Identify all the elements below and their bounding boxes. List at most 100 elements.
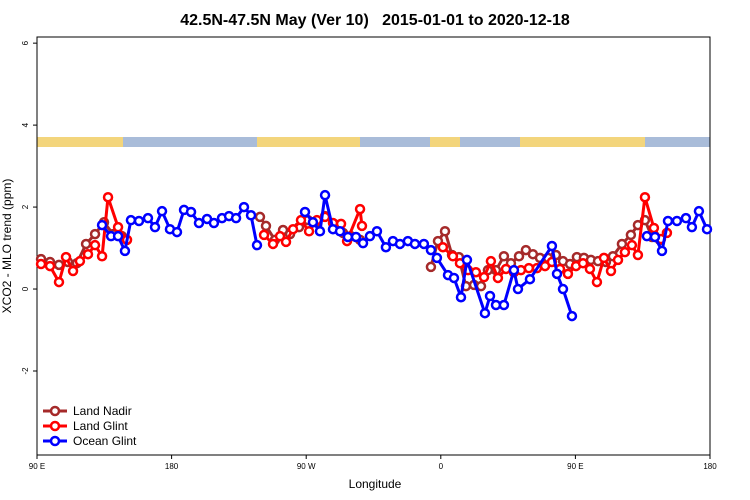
data-point: [649, 231, 661, 243]
plot-frame: [36, 36, 711, 456]
data-point: [498, 250, 510, 262]
data-point: [524, 273, 536, 285]
data-point: [551, 268, 563, 280]
x-tick-label: 180: [703, 462, 717, 471]
legend-label: Ocean Glint: [73, 434, 137, 448]
data-point: [616, 238, 628, 250]
data-point: [680, 212, 692, 224]
data-point: [632, 249, 644, 261]
data-point: [208, 217, 220, 229]
data-point: [591, 276, 603, 288]
data-point: [577, 257, 589, 269]
data-point: [82, 248, 94, 260]
data-point: [171, 226, 183, 238]
data-point: [142, 212, 154, 224]
data-point: [274, 230, 286, 242]
data-point: [314, 225, 326, 237]
data-point: [605, 265, 617, 277]
data-point: [354, 203, 366, 215]
data-point: [303, 225, 315, 237]
data-point: [156, 205, 168, 217]
legend-marker: [49, 405, 61, 417]
data-point: [307, 216, 319, 228]
data-point: [319, 189, 331, 201]
data-point: [133, 215, 145, 227]
data-point: [508, 264, 520, 276]
data-point: [67, 265, 79, 277]
x-axis-label: Longitude: [349, 477, 402, 491]
legend-marker: [49, 435, 61, 447]
data-point: [260, 220, 272, 232]
data-point: [258, 229, 270, 241]
data-point: [149, 221, 161, 233]
legend-label: Land Nadir: [73, 404, 132, 418]
y-tick-label: 6: [21, 40, 30, 45]
data-point: [455, 291, 467, 303]
data-point: [119, 245, 131, 257]
data-point: [53, 276, 65, 288]
data-point: [112, 230, 124, 242]
data-point: [254, 211, 266, 223]
data-point: [701, 223, 713, 235]
data-point: [448, 272, 460, 284]
data-point: [295, 214, 307, 226]
data-point: [267, 238, 279, 250]
data-point: [112, 221, 124, 233]
data-point: [478, 271, 490, 283]
data-point: [626, 239, 638, 251]
chart-title: 42.5N-47.5N May (Ver 10) 2015-01-01 to 2…: [180, 12, 570, 29]
data-point: [342, 231, 354, 243]
data-point: [656, 245, 668, 257]
data-point: [557, 283, 569, 295]
data-point: [513, 250, 525, 262]
x-tick-label: 90 W: [297, 462, 316, 471]
land-ocean-strip: [37, 137, 710, 147]
data-point: [425, 244, 437, 256]
data-point: [89, 239, 101, 251]
y-axis-label: XCO2 - MLO trend (ppm): [0, 179, 14, 314]
data-point: [364, 230, 376, 242]
data-point: [280, 236, 292, 248]
data-point: [447, 250, 459, 262]
data-point: [251, 239, 263, 251]
data-point: [437, 241, 449, 253]
data-point: [523, 262, 535, 274]
data-point: [44, 260, 56, 272]
data-point: [89, 228, 101, 240]
data-point: [492, 272, 504, 284]
data-point: [380, 241, 392, 253]
data-point: [546, 240, 558, 252]
data-point: [185, 206, 197, 218]
data-point: [562, 268, 574, 280]
data-point: [35, 258, 47, 270]
data-point: [619, 246, 631, 258]
data-point: [625, 229, 637, 241]
data-point: [662, 215, 674, 227]
data-point: [74, 255, 86, 267]
data-point: [245, 210, 257, 221]
data-point: [96, 250, 108, 262]
y-tick-label: 2: [21, 204, 30, 209]
y-tick-label: 4: [21, 122, 30, 127]
data-point: [431, 252, 443, 264]
data-point: [671, 215, 683, 227]
data-point: [479, 307, 491, 319]
data-point: [639, 191, 651, 203]
data-point: [125, 214, 137, 226]
legend-marker: [49, 420, 61, 432]
data-point: [686, 221, 698, 233]
data-point: [485, 255, 497, 267]
x-tick-label: 90 E: [29, 462, 45, 471]
x-tick-label: 0: [439, 462, 444, 471]
data-point: [584, 263, 596, 275]
data-point: [648, 222, 660, 234]
data-point: [512, 283, 524, 295]
y-tick-label: 0: [21, 286, 30, 291]
data-point: [498, 299, 510, 311]
data-point: [356, 220, 368, 232]
data-point: [371, 225, 383, 237]
data-point: [350, 231, 362, 243]
data-point: [418, 238, 430, 250]
data-point: [80, 238, 92, 250]
